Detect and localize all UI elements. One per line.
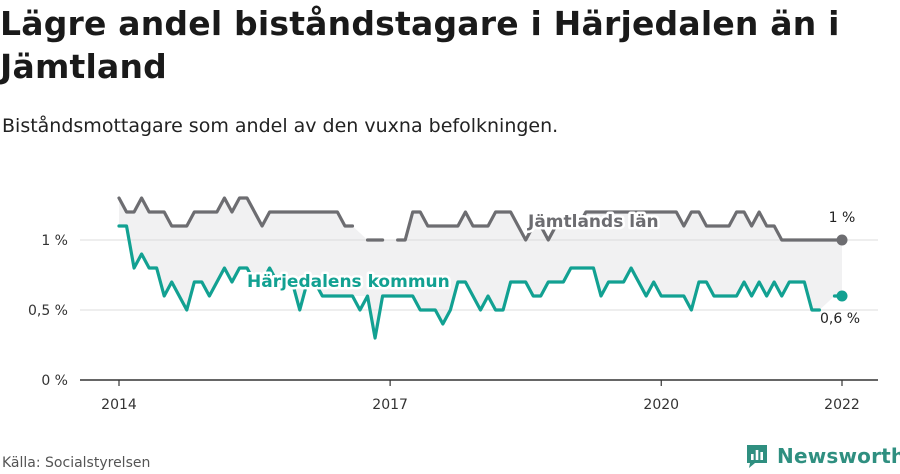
end-label-jamtland: 1 %: [829, 210, 856, 226]
y-tick-label: 0 %: [41, 373, 68, 389]
series-line-jamtland: [396, 210, 844, 242]
y-tick-label: 0,5 %: [28, 303, 68, 319]
end-point-harjedalen: [836, 290, 848, 302]
end-label-harjedalen: 0,6 %: [820, 311, 860, 327]
brand-name: Newsworthy: [777, 444, 900, 468]
series-label-harjedalen: Härjedalens kommun: [247, 272, 450, 292]
series-line-jamtland: [117, 196, 355, 228]
series-line-harjedalen: [117, 224, 822, 340]
x-tick-label: 2022: [824, 397, 860, 413]
end-point-jamtland: [836, 234, 848, 246]
y-tick-label: 1 %: [41, 233, 68, 249]
chart-title: Lägre andel biståndstagare i Härjedalen …: [0, 4, 840, 86]
gap-band: [119, 198, 842, 338]
x-tick-label: 2020: [643, 397, 679, 413]
brand: Newsworthy: [745, 442, 900, 470]
newsworthy-logo-icon: [747, 445, 767, 468]
x-tick-label: 2017: [372, 397, 408, 413]
series-label-jamtland: Jämtlands län: [527, 212, 659, 232]
x-tick-label: 2014: [101, 397, 137, 413]
chart-subtitle: Biståndsmottagare som andel av den vuxna…: [2, 115, 559, 137]
source-note: Källa: Socialstyrelsen: [2, 455, 151, 471]
